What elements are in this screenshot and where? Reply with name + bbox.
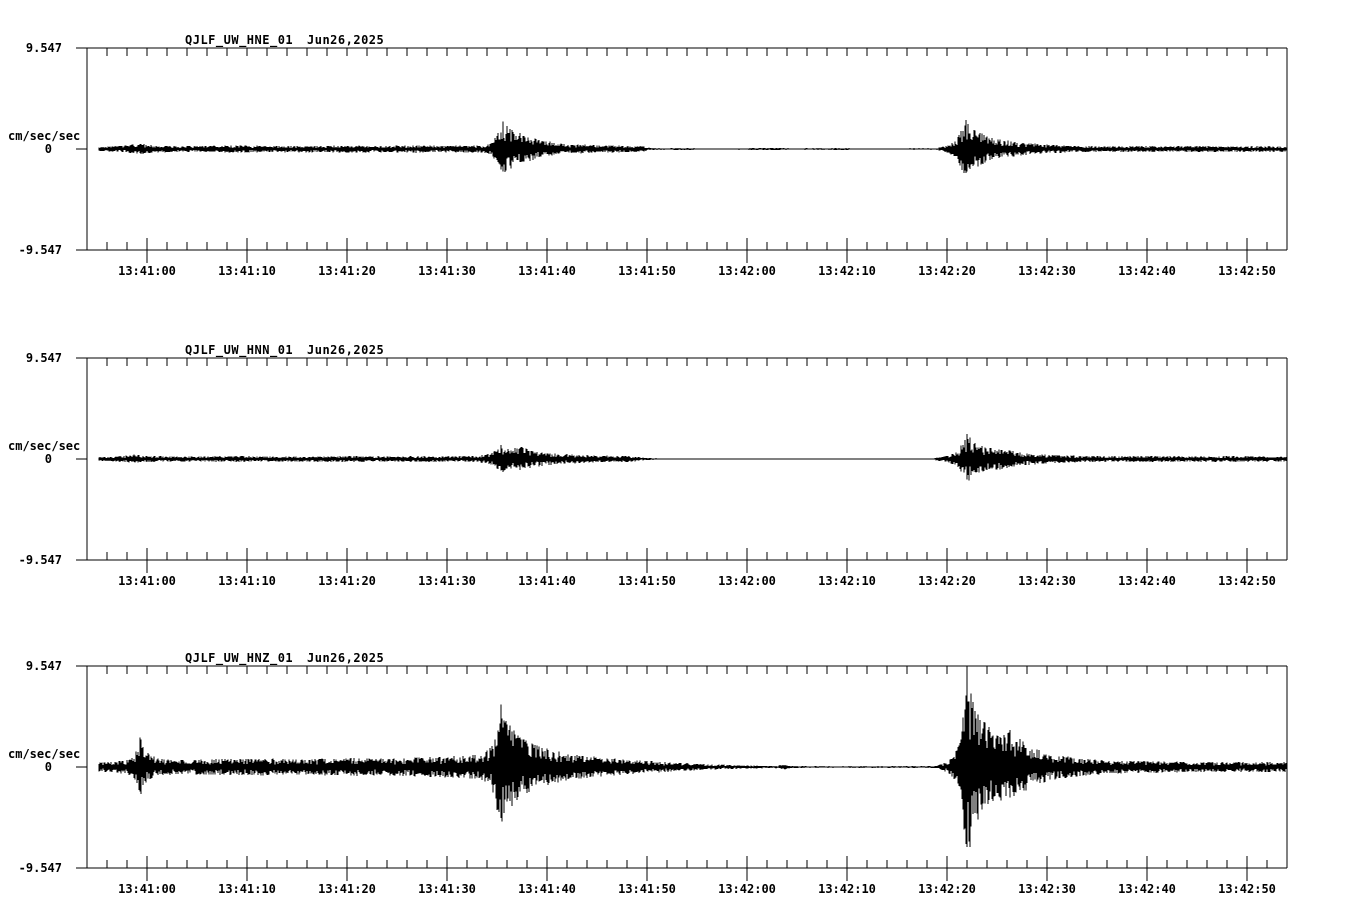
x-tick-label: 13:41:00	[118, 882, 176, 896]
y-max-label: 9.547	[26, 41, 62, 55]
x-tick-label: 13:41:50	[618, 264, 676, 278]
x-tick-label: 13:42:30	[1018, 574, 1076, 588]
x-tick-label: 13:41:30	[418, 574, 476, 588]
y-min-label: -9.547	[19, 861, 62, 875]
x-tick-label: 13:41:10	[218, 264, 276, 278]
x-tick-label: 13:42:10	[818, 264, 876, 278]
x-tick-label: 13:42:00	[718, 264, 776, 278]
x-tick-label: 13:42:50	[1218, 574, 1276, 588]
x-tick-label: 13:42:40	[1118, 574, 1176, 588]
x-tick-label: 13:42:40	[1118, 264, 1176, 278]
trace-panel-qjlf_uw_hnz_01: QJLF_UW_HNZ_01 Jun26,2025 9.547 cm/sec/sec0…	[8, 651, 1288, 896]
x-tick-label: 13:42:30	[1018, 882, 1076, 896]
trace-panel-qjlf_uw_hne_01: QJLF_UW_HNE_01 Jun26,2025 9.547 cm/sec/sec0…	[8, 33, 1288, 278]
y-zero-label: 0	[45, 142, 52, 156]
x-tick-label: 13:41:40	[518, 264, 576, 278]
trace-date: Jun26,2025	[307, 343, 384, 357]
y-max-label: 9.547	[26, 659, 62, 673]
x-tick-label: 13:42:30	[1018, 264, 1076, 278]
x-tick-label: 13:41:50	[618, 574, 676, 588]
x-tick-label: 13:41:30	[418, 264, 476, 278]
x-tick-label: 13:41:40	[518, 882, 576, 896]
x-tick-label: 13:41:20	[318, 574, 376, 588]
x-tick-label: 13:41:10	[218, 574, 276, 588]
trace-title: QJLF_UW_HNE_01	[185, 33, 293, 48]
x-tick-label: 13:41:40	[518, 574, 576, 588]
x-tick-label: 13:42:50	[1218, 264, 1276, 278]
seismic-waveform	[98, 669, 1287, 847]
x-tick-label: 13:42:10	[818, 882, 876, 896]
y-min-label: -9.547	[19, 553, 62, 567]
x-tick-label: 13:42:50	[1218, 882, 1276, 896]
trace-date: Jun26,2025	[307, 33, 384, 47]
x-tick-label: 13:41:00	[118, 264, 176, 278]
y-unit-label: cm/sec/sec	[8, 747, 80, 761]
x-tick-label: 13:41:00	[118, 574, 176, 588]
x-tick-label: 13:42:20	[918, 574, 976, 588]
x-tick-label: 13:41:30	[418, 882, 476, 896]
x-tick-label: 13:42:00	[718, 574, 776, 588]
y-zero-label: 0	[45, 452, 52, 466]
x-tick-label: 13:42:20	[918, 264, 976, 278]
trace-title: QJLF_UW_HNN_01	[185, 343, 293, 358]
trace-panel-qjlf_uw_hnn_01: QJLF_UW_HNN_01 Jun26,2025 9.547 cm/sec/sec0…	[8, 343, 1288, 588]
x-tick-label: 13:41:50	[618, 882, 676, 896]
x-tick-label: 13:41:10	[218, 882, 276, 896]
x-tick-label: 13:42:10	[818, 574, 876, 588]
x-tick-label: 13:41:20	[318, 264, 376, 278]
y-unit-label: cm/sec/sec	[8, 439, 80, 453]
x-tick-label: 13:42:00	[718, 882, 776, 896]
seismic-waveform	[98, 434, 1287, 481]
trace-title: QJLF_UW_HNZ_01	[185, 651, 293, 666]
y-unit-label: cm/sec/sec	[8, 129, 80, 143]
y-zero-label: 0	[45, 760, 52, 774]
x-tick-label: 13:42:40	[1118, 882, 1176, 896]
y-min-label: -9.547	[19, 243, 62, 257]
x-tick-label: 13:42:20	[918, 882, 976, 896]
y-max-label: 9.547	[26, 351, 62, 365]
trace-date: Jun26,2025	[307, 651, 384, 665]
seismic-waveform	[98, 119, 1287, 173]
x-tick-label: 13:41:20	[318, 882, 376, 896]
